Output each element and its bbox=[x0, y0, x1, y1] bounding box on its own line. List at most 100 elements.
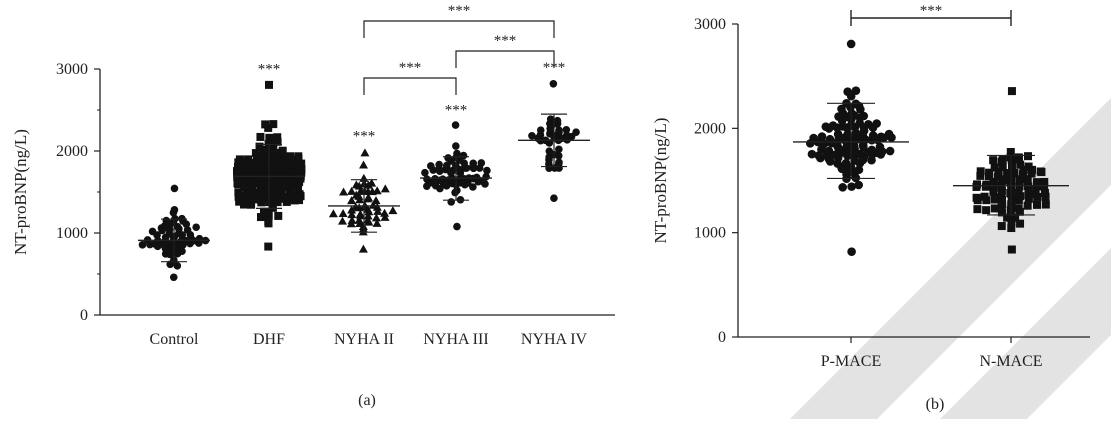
y-tick-label: 3000 bbox=[694, 16, 726, 33]
data-point bbox=[993, 172, 1002, 181]
x-tick-label: NYHA III bbox=[423, 331, 488, 348]
data-point bbox=[997, 222, 1006, 231]
data-point bbox=[1041, 200, 1050, 209]
data-point bbox=[1023, 201, 1032, 210]
data-point bbox=[170, 184, 179, 193]
data-point bbox=[1019, 165, 1028, 174]
x-tick-label: P-MACE bbox=[821, 353, 881, 370]
data-point bbox=[235, 197, 244, 206]
data-point bbox=[435, 160, 443, 169]
data-point bbox=[270, 152, 279, 161]
data-point bbox=[997, 187, 1006, 196]
data-point bbox=[284, 160, 293, 169]
data-point bbox=[989, 184, 998, 193]
data-point bbox=[997, 208, 1006, 217]
data-point bbox=[1003, 213, 1012, 222]
data-point bbox=[976, 167, 985, 176]
data-point bbox=[268, 178, 277, 187]
data-point bbox=[264, 208, 273, 217]
data-point bbox=[528, 131, 536, 140]
data-point bbox=[286, 152, 295, 161]
data-point bbox=[380, 208, 390, 217]
data-point bbox=[1024, 191, 1033, 200]
data-point bbox=[1014, 153, 1023, 162]
data-point bbox=[1040, 177, 1049, 186]
data-point bbox=[269, 170, 278, 179]
data-point bbox=[439, 175, 447, 184]
data-point bbox=[273, 156, 282, 165]
data-point bbox=[989, 156, 998, 165]
data-point bbox=[1040, 188, 1049, 197]
data-point bbox=[297, 159, 306, 168]
significance-label: *** bbox=[445, 102, 468, 118]
data-point bbox=[249, 158, 258, 167]
data-point bbox=[268, 146, 277, 155]
data-point bbox=[169, 273, 178, 282]
data-point bbox=[246, 194, 255, 203]
data-point bbox=[1032, 178, 1041, 187]
data-point bbox=[421, 168, 429, 177]
data-point bbox=[546, 115, 555, 123]
data-point bbox=[998, 175, 1007, 184]
data-point bbox=[363, 187, 373, 196]
y-tick-label: 1000 bbox=[56, 225, 88, 242]
data-point bbox=[1003, 169, 1012, 178]
comparison-label: *** bbox=[448, 3, 471, 19]
data-point bbox=[459, 151, 468, 160]
data-point bbox=[1032, 182, 1041, 191]
data-point bbox=[241, 182, 250, 191]
data-point bbox=[989, 177, 998, 186]
data-point bbox=[363, 211, 373, 220]
data-point bbox=[355, 209, 365, 218]
data-point bbox=[274, 176, 283, 185]
y-tick-label: 0 bbox=[718, 329, 726, 346]
data-point bbox=[255, 142, 264, 151]
data-point bbox=[453, 222, 461, 231]
data-point bbox=[251, 149, 260, 158]
data-point bbox=[259, 207, 268, 216]
data-point bbox=[173, 262, 182, 270]
data-point bbox=[990, 204, 999, 213]
data-point bbox=[347, 210, 357, 219]
data-point bbox=[276, 186, 285, 195]
data-point bbox=[337, 216, 347, 225]
data-point bbox=[846, 39, 856, 49]
data-point bbox=[240, 200, 249, 209]
data-point bbox=[273, 133, 282, 142]
data-point bbox=[833, 129, 843, 139]
data-point bbox=[243, 187, 252, 196]
data-point bbox=[990, 194, 999, 203]
data-point bbox=[1007, 194, 1016, 203]
data-point bbox=[278, 146, 287, 155]
x-tick-label: Control bbox=[150, 331, 199, 348]
data-point bbox=[809, 133, 818, 143]
data-point bbox=[250, 168, 259, 177]
data-point bbox=[347, 196, 357, 205]
data-point bbox=[821, 122, 831, 132]
data-point bbox=[453, 186, 461, 195]
data-point bbox=[973, 205, 982, 214]
data-point bbox=[195, 234, 204, 243]
data-point bbox=[843, 87, 852, 97]
y-axis-label: NT-proBNP(ng/L) bbox=[11, 129, 30, 255]
data-point bbox=[295, 190, 304, 199]
data-point bbox=[876, 132, 886, 142]
data-point bbox=[372, 202, 382, 211]
data-point bbox=[371, 196, 381, 205]
data-point bbox=[451, 121, 460, 129]
data-point bbox=[328, 209, 338, 218]
data-point bbox=[447, 198, 456, 206]
data-point bbox=[354, 215, 364, 224]
data-point bbox=[245, 162, 254, 171]
data-point bbox=[276, 194, 285, 203]
data-point bbox=[444, 154, 452, 162]
data-point bbox=[994, 168, 1003, 177]
data-point bbox=[347, 205, 357, 214]
data-point bbox=[240, 177, 249, 186]
data-point bbox=[864, 120, 873, 129]
data-point bbox=[572, 128, 580, 136]
data-point bbox=[1015, 182, 1024, 191]
data-point bbox=[1015, 175, 1024, 184]
